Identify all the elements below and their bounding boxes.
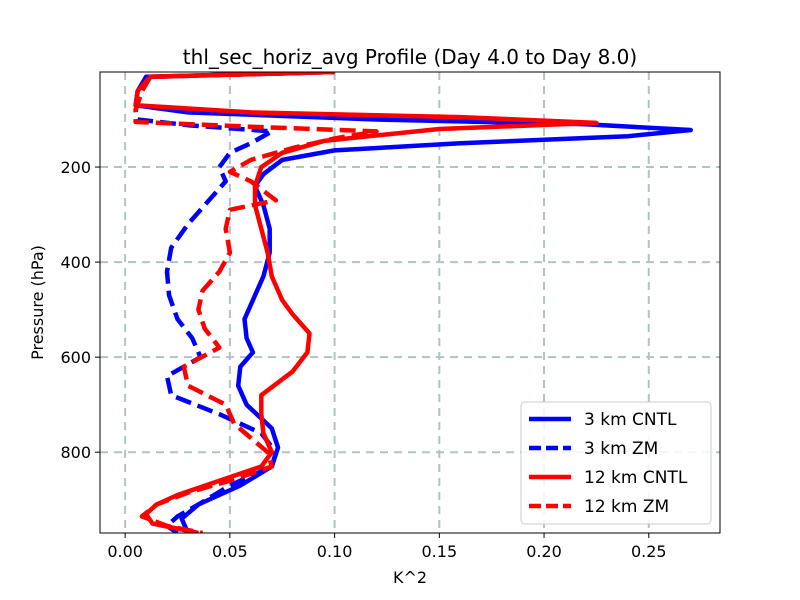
- legend-box: [520, 401, 712, 525]
- y-tick-label: 800: [60, 443, 91, 462]
- series-line-12-km-zm: [133, 72, 379, 533]
- y-axis-label: Pressure (hPa): [28, 245, 47, 360]
- chart-title: thl_sec_horiz_avg Profile (Day 4.0 to Da…: [183, 45, 637, 69]
- legend-label-3-km-cntl: 3 km CNTL: [584, 410, 677, 430]
- x-tick-label: 0.15: [422, 542, 458, 561]
- legend-label-3-km-zm: 3 km ZM: [584, 439, 658, 459]
- y-tick-label: 400: [60, 253, 91, 272]
- x-tick-label: 0.10: [317, 542, 353, 561]
- series-layer: [133, 72, 693, 533]
- plot-frame: [99, 71, 721, 534]
- legend-label-12-km-cntl: 12 km CNTL: [584, 468, 688, 488]
- x-tick-label: 0.00: [107, 542, 143, 561]
- series-line-3-km-cntl: [133, 72, 693, 533]
- legend: 3 km CNTL 3 km ZM 12 km CNTL 12 km ZM: [520, 401, 712, 525]
- legend-label-12-km-zm: 12 km ZM: [584, 497, 669, 517]
- x-tick-label: 0.20: [526, 542, 562, 561]
- y-tick-label: 600: [60, 348, 91, 367]
- x-tick-label: 0.05: [212, 542, 248, 561]
- x-axis-label: K^2: [393, 568, 427, 587]
- x-axis: 0.00 0.05 0.10 0.15 0.20 0.25: [107, 533, 667, 561]
- series-line-12-km-cntl: [133, 72, 599, 533]
- y-axis: 200 400 600 800: [60, 158, 100, 462]
- x-tick-label: 0.25: [631, 542, 667, 561]
- y-tick-label: 200: [60, 158, 91, 177]
